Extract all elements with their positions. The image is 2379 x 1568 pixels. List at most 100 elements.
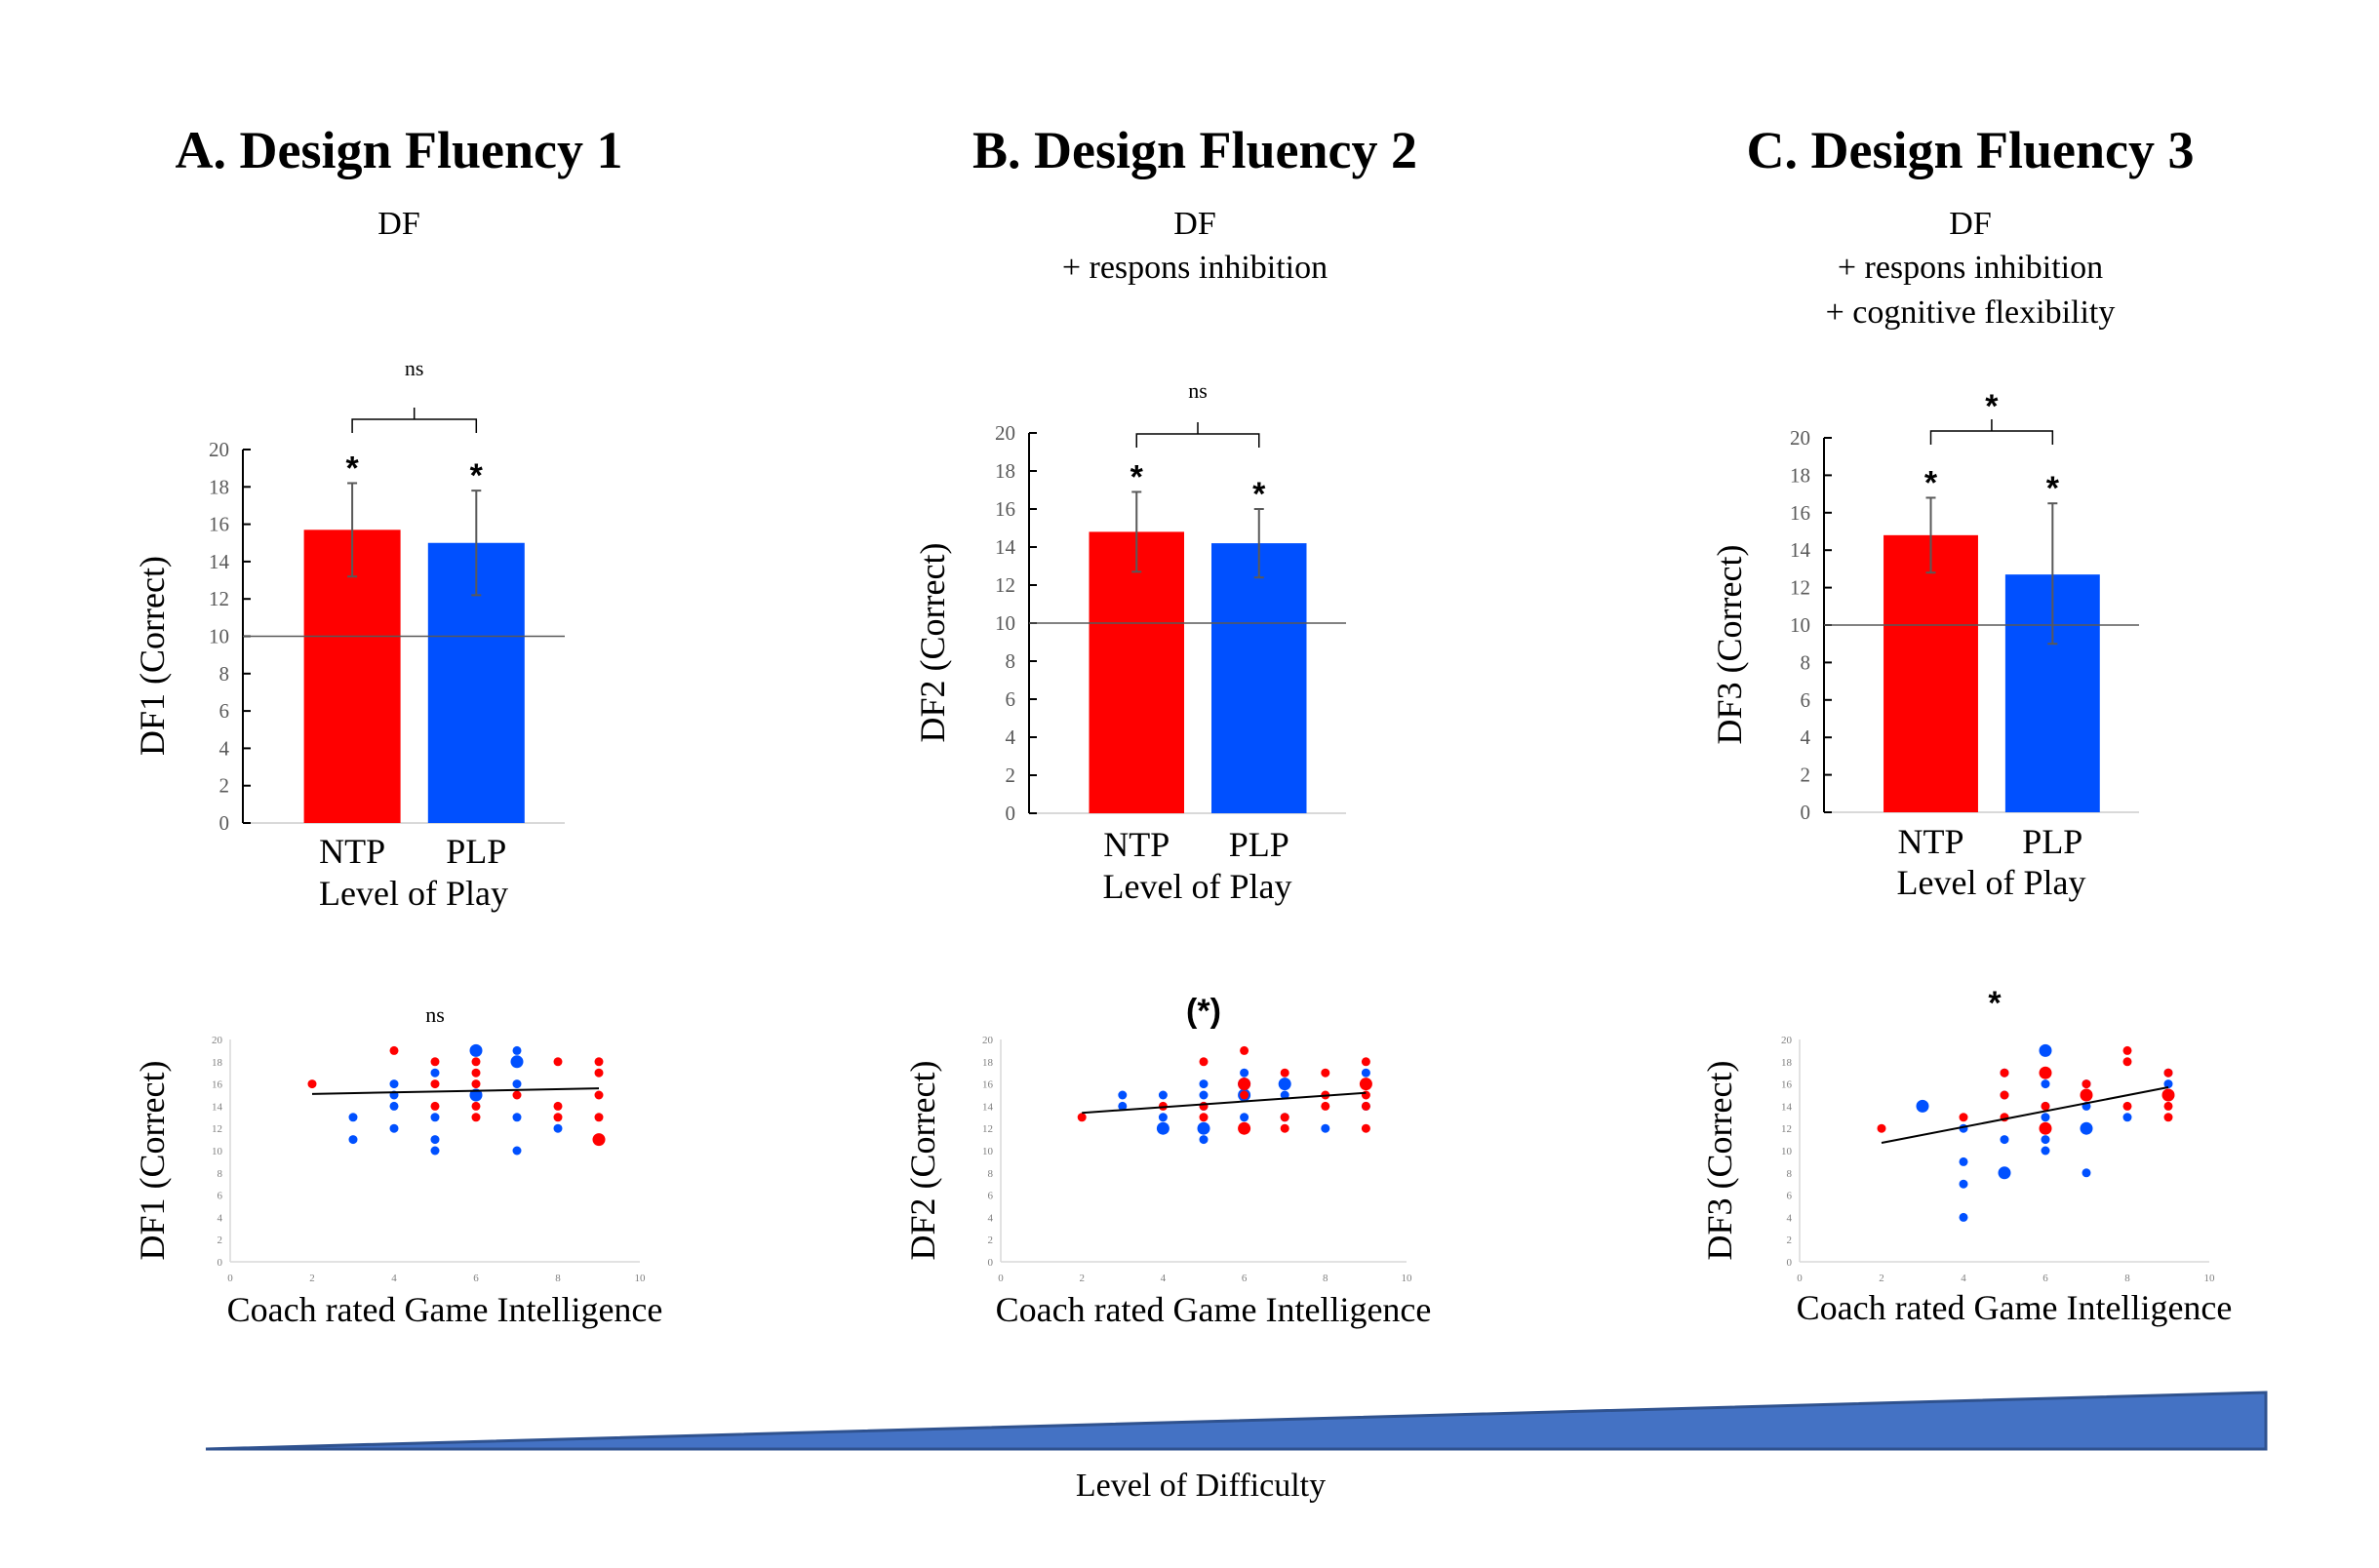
panel-c-subtitle-line-1: DF (1949, 206, 1991, 242)
data-point-ntp (471, 1057, 481, 1067)
significance-label: ns (425, 1002, 445, 1027)
y-tick-label: 2 (988, 1235, 994, 1246)
x-axis-title: Level of Play (319, 874, 508, 913)
data-point-plp (2082, 1168, 2091, 1178)
comparison-label: ns (405, 356, 424, 380)
difficulty-indicator: Level of Difficulty (205, 1391, 2268, 1504)
data-point-plp (1158, 1090, 1168, 1100)
significance-marker: * (470, 457, 484, 494)
data-point-plp (1998, 1166, 2011, 1180)
x-axis-title: Coach rated Game Intelligence (996, 1290, 1432, 1329)
difficulty-label: Level of Difficulty (1076, 1468, 1326, 1504)
data-point-plp (512, 1079, 522, 1089)
data-point-plp (2039, 1043, 2052, 1057)
bar-plp (1211, 543, 1307, 813)
y-tick-label: 6 (1787, 1191, 1793, 1202)
x-tick-label: 6 (473, 1273, 479, 1284)
panel-c-subtitle-line-2: + respons inhibition (1838, 250, 2103, 286)
y-tick-label: 14 (982, 1101, 994, 1113)
data-point-ntp (1359, 1078, 1372, 1091)
comparison-bracket (1929, 419, 2054, 445)
panel-c-header: C. Design Fluency 3 DF + respons inhibit… (1747, 121, 2195, 331)
data-point-ntp (1077, 1113, 1087, 1122)
data-point-plp (510, 1055, 524, 1069)
y-tick-label: 20 (212, 1035, 223, 1046)
y-tick-label: 2 (1787, 1235, 1793, 1246)
data-point-ntp (1199, 1057, 1209, 1067)
y-tick-label: 2 (1006, 764, 1016, 787)
y-tick-label: 2 (1801, 764, 1811, 787)
data-point-plp (512, 1045, 522, 1055)
y-tick-label: 12 (995, 573, 1015, 597)
data-point-ntp (2122, 1057, 2132, 1067)
x-tick-label: 10 (2204, 1273, 2216, 1284)
y-tick-label: 8 (988, 1168, 994, 1180)
category-label: NTP (1898, 822, 1964, 861)
x-tick-label: 0 (1797, 1273, 1803, 1284)
y-tick-label: 0 (988, 1257, 994, 1269)
data-point-ntp (1280, 1068, 1289, 1078)
data-point-ntp (1240, 1090, 1249, 1100)
panel-b-subtitle-line-1: DF (1173, 206, 1215, 242)
comparison-label: ns (1188, 378, 1208, 403)
panel-a-title: A. Design Fluency 1 (176, 121, 623, 179)
y-axis-title: DF2 (Correct) (903, 1061, 942, 1261)
data-point-plp (348, 1113, 358, 1122)
y-tick-label: 18 (995, 459, 1015, 483)
y-tick-label: 18 (982, 1057, 994, 1069)
x-tick-label: 2 (1879, 1273, 1884, 1284)
bar-ntp (1089, 531, 1184, 813)
data-point-plp (1156, 1121, 1170, 1135)
data-point-ntp (430, 1079, 440, 1089)
data-point-plp (1959, 1212, 1968, 1222)
data-point-plp (469, 1043, 483, 1057)
bar-chart-df3: 0 2 4 6 8 10 12 14 16 18 20 * NTP * PLP * DF3 (Correct) L… (1710, 388, 2139, 902)
x-axis-title: Level of Play (1897, 863, 2086, 902)
y-tick-label: 10 (1781, 1146, 1793, 1157)
data-point-plp (430, 1068, 440, 1078)
data-point-plp (430, 1113, 440, 1122)
panel-b-subtitle-line-2: + respons inhibition (1062, 250, 1328, 286)
comparison-bracket (1135, 422, 1260, 448)
y-tick-label: 8 (1006, 649, 1016, 673)
y-tick-label: 20 (1790, 426, 1810, 450)
data-point-plp (2041, 1113, 2050, 1122)
data-point-plp (1240, 1068, 1249, 1078)
y-tick-label: 8 (219, 662, 230, 686)
significance-marker: * (1252, 476, 1266, 513)
data-point-plp (1158, 1113, 1168, 1122)
data-point-ntp (592, 1133, 606, 1147)
data-point-ntp (1238, 1121, 1251, 1135)
y-axis-title: DF3 (Correct) (1710, 545, 1749, 745)
data-point-plp (1118, 1101, 1128, 1111)
y-tick-label: 6 (218, 1191, 223, 1202)
y-tick-label: 4 (219, 736, 230, 760)
y-tick-label: 0 (1801, 801, 1811, 824)
y-tick-label: 10 (212, 1146, 223, 1157)
data-point-ntp (2039, 1121, 2052, 1135)
panel-b-title: B. Design Fluency 2 (972, 121, 1417, 179)
x-tick-label: 10 (1402, 1273, 1413, 1284)
data-point-ntp (2163, 1113, 2173, 1122)
y-tick-label: 8 (1787, 1168, 1793, 1180)
comparison-label: * (1985, 388, 1999, 425)
data-point-plp (430, 1135, 440, 1145)
data-point-plp (389, 1123, 399, 1133)
significance-label: * (1988, 985, 2002, 1022)
data-point-ntp (2122, 1045, 2132, 1055)
y-tick-label: 14 (1790, 538, 1811, 562)
data-point-plp (348, 1135, 358, 1145)
data-point-ntp (2122, 1101, 2132, 1111)
scatter-chart-df2: 0 2 4 6 8 10 12 14 16 18 20 0 2 4 6 8 10 (*) DF2 (Correct)… (903, 993, 1431, 1329)
panel-a-header: A. Design Fluency 1 DF (176, 121, 623, 242)
data-point-plp (512, 1146, 522, 1156)
trend-line (1881, 1086, 2169, 1145)
data-point-ntp (553, 1113, 563, 1122)
y-tick-label: 10 (982, 1146, 994, 1157)
y-tick-label: 8 (218, 1168, 223, 1180)
trend-line (1082, 1091, 1367, 1115)
x-axis-title: Coach rated Game Intelligence (1797, 1288, 2233, 1327)
y-axis-title: DF3 (Correct) (1700, 1061, 1739, 1261)
scatter-chart-df3: 0 2 4 6 8 10 12 14 16 18 20 0 2 4 6 8 10 * DF3 (Correct) Co… (1700, 985, 2232, 1327)
y-tick-label: 20 (995, 421, 1015, 445)
